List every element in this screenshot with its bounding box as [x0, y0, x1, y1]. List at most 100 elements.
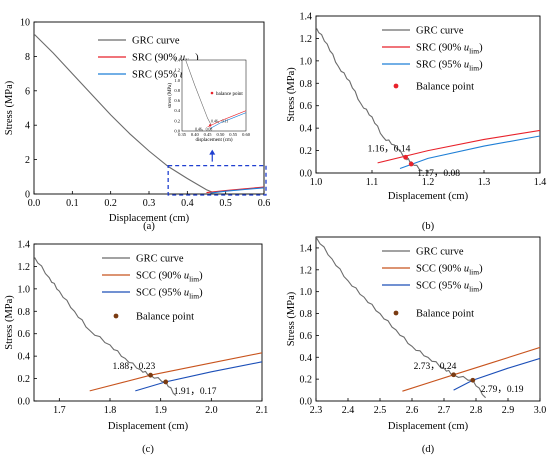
x-tick-label: 1.0 [310, 177, 323, 188]
x-tick-label: 2.4 [342, 405, 355, 416]
series-line-2 [453, 357, 540, 391]
inset-y-tick-label: 0.6 [174, 98, 180, 103]
panel-1: 1.0 1.1 1.2 1.3 1.4 0.0 0.2 0.4 0.6 0.8 1.0 1.2 1.4 D… [286, 12, 546, 233]
y-tick-label: 0.6 [300, 331, 313, 342]
y-tick-label: 0 [25, 190, 30, 201]
inset-series-line [185, 60, 212, 126]
y-tick-label: 0.4 [300, 124, 313, 135]
y-tick-label: 0.0 [18, 397, 31, 408]
zoom-arrow-head [209, 149, 216, 155]
balance-point-label: 1.16，0.14 [368, 144, 411, 154]
panel-0: 0.0 0.1 0.2 0.3 0.4 0.5 0.60246810Displacement… [4, 18, 270, 233]
panel-caption: (c) [142, 444, 154, 455]
legend-balance-marker [393, 83, 399, 89]
legend: GRC curve SRC (90% ulim) SRC (95% ulim) Bal… [382, 26, 483, 93]
panel-caption: (a) [143, 221, 155, 232]
series-group [316, 237, 540, 399]
y-tick-label: 8 [25, 52, 30, 63]
inset-chart: 0.35 0.40 0.45 0.50 0.55 0.60 0.0 0.2 0.4 0.6 0.8 1… [168, 58, 251, 144]
y-tick-label: 0.8 [300, 79, 313, 90]
balance-point [408, 161, 414, 167]
balance-point-label: 1.91，0.17 [174, 387, 217, 397]
legend-entry: GRC curve [136, 254, 184, 265]
x-axis-label: Displacement (cm) [388, 191, 469, 202]
balance-point-label: 1.88，0.23 [113, 362, 156, 372]
x-axis-label: Displacement (cm) [108, 421, 189, 432]
inset-x-tick-label: 0.35 [178, 132, 187, 137]
x-tick-label: 1.2 [422, 177, 435, 188]
x-tick-label: 2.7 [438, 405, 451, 416]
inset-series-line [207, 110, 246, 128]
series-line-2 [135, 361, 262, 392]
x-tick-label: 2.3 [310, 405, 323, 416]
panel-a-extras: 0.35 0.40 0.45 0.50 0.55 0.60 0.0 0.2 0.4 0.6 0.8 1… [167, 58, 267, 196]
series-line-0 [34, 256, 177, 396]
legend-entry: GRC curve [416, 26, 464, 37]
y-tick-label: 0.8 [300, 309, 313, 320]
series-line-2 [210, 187, 264, 194]
legend-entry: SCC (90% ulim) [136, 271, 203, 284]
legend-entry: SCC (90% ulim) [416, 264, 483, 277]
y-tick-label: 1.2 [300, 265, 313, 276]
y-tick-label: 4 [25, 121, 30, 132]
inset-y-tick-label: 0.0 [174, 129, 180, 134]
y-axis-label: Stress (MPa) [286, 291, 297, 346]
y-tick-label: 1.4 [300, 12, 313, 23]
y-tick-label: 1.0 [300, 287, 313, 298]
inset-point-label: 0.46，0.08 [195, 127, 212, 131]
balance-point [148, 372, 153, 378]
inset-point-label: 0.46，0.11 [211, 119, 228, 123]
x-tick-label: 0.0 [28, 198, 41, 209]
series-line-1 [402, 346, 540, 392]
y-tick-label: 0.6 [300, 101, 313, 112]
y-tick-label: 1.4 [300, 243, 313, 254]
x-tick-label: 0.2 [104, 198, 117, 209]
balance-point-label: 2.73，0.24 [414, 362, 457, 372]
series-group [316, 26, 540, 172]
balance-point [451, 372, 456, 378]
y-tick-label: 0.2 [300, 375, 313, 386]
series-line-1 [89, 352, 262, 392]
inset-y-axis-label: stress (MPa) [168, 83, 173, 108]
x-tick-label: 2.5 [374, 405, 387, 416]
plot-frame [33, 243, 263, 402]
balance-point [403, 154, 408, 160]
x-tick-label: 3.0 [534, 405, 547, 416]
panel-caption: (d) [422, 444, 435, 455]
inset-x-axis-label: displacement (cm) [195, 138, 232, 143]
series-line-0 [316, 237, 486, 399]
x-tick-label: 0.6 [258, 198, 271, 209]
y-tick-label: 1.2 [18, 262, 31, 273]
y-axis-label: Stress (MPa) [286, 67, 297, 122]
y-tick-label: 1.4 [18, 240, 31, 251]
inset-y-tick-label: 1.0 [174, 78, 180, 83]
legend-entry: SRC (90% ulim) [416, 43, 483, 56]
x-tick-label: 1.7 [53, 405, 66, 416]
series-line-1 [377, 129, 540, 164]
x-tick-label: 2.0 [205, 405, 218, 416]
balance-point-label: 2.79，0.19 [481, 385, 524, 395]
y-tick-label: 0.4 [300, 353, 313, 364]
inset-x-tick-label: 0.40 [191, 132, 200, 137]
legend: GRC curve SCC (90% ulim) SCC (95% ulim) Bal… [102, 254, 203, 323]
y-tick-label: 10 [20, 18, 30, 29]
inset-y-tick-label: 0.8 [174, 88, 180, 93]
y-tick-label: 0.0 [300, 169, 313, 180]
legend-entry: GRC curve [132, 36, 180, 47]
zoom-box [167, 164, 267, 196]
y-tick-label: 0.0 [300, 397, 313, 408]
inset-x-tick-label: 0.60 [242, 132, 251, 137]
y-tick-label: 1.2 [300, 34, 313, 45]
x-tick-label: 2.8 [470, 405, 483, 416]
legend-entry: SRC (95% ulim) [416, 60, 483, 73]
y-tick-label: 0.4 [18, 352, 31, 363]
series-line-2 [399, 135, 540, 170]
x-axis-label: Displacement (cm) [388, 421, 469, 432]
inset-series-line [210, 112, 246, 129]
inset-frame [181, 59, 247, 132]
y-tick-label: 0.8 [18, 307, 31, 318]
x-tick-label: 1.9 [154, 405, 167, 416]
legend: GRC curve SCC (90% ulim) SCC (95% ulim) Bal… [382, 247, 483, 320]
